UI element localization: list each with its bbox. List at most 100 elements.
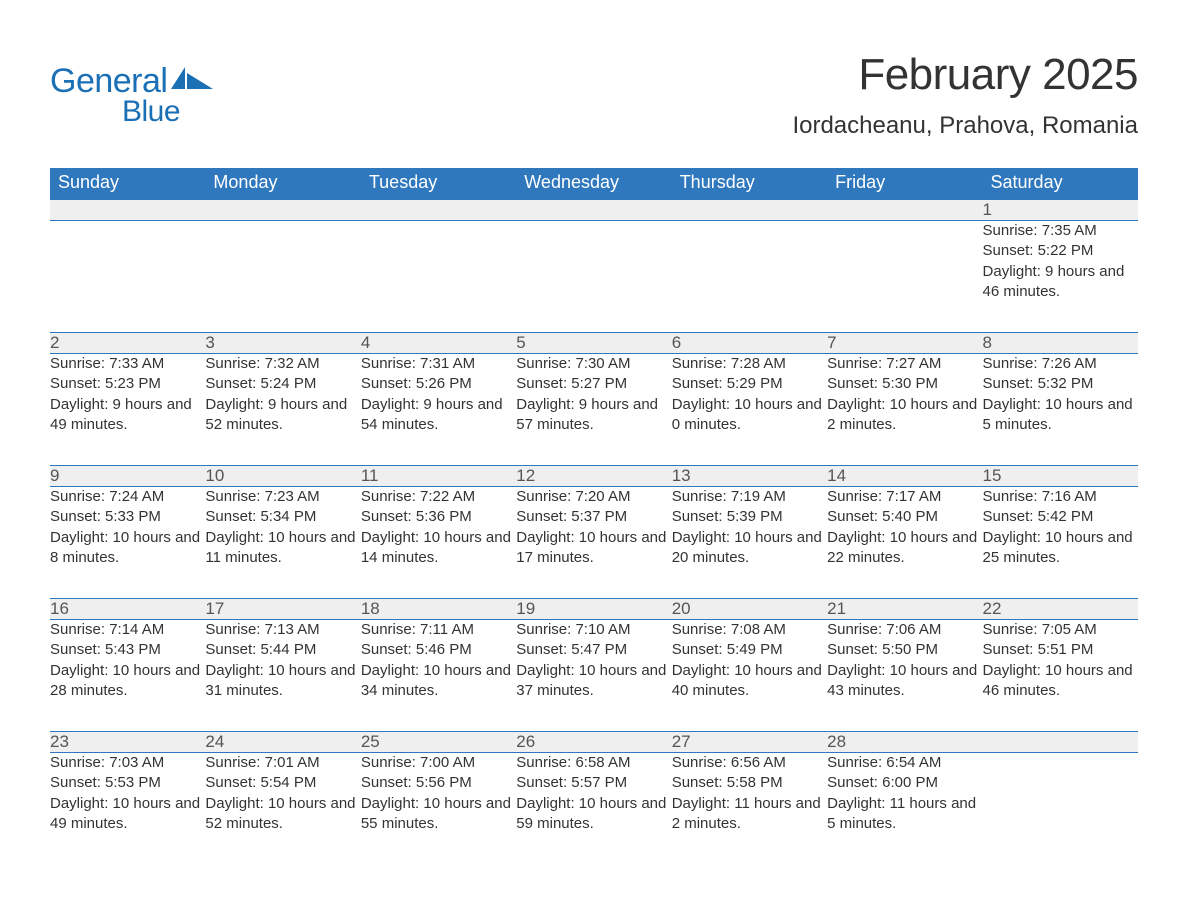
day-details-cell: Sunrise: 7:19 AMSunset: 5:39 PMDaylight:…	[672, 487, 827, 599]
weekday-header: Wednesday	[516, 168, 671, 200]
day-number-cell: 17	[205, 599, 360, 620]
calendar-table: SundayMondayTuesdayWednesdayThursdayFrid…	[50, 168, 1138, 849]
sunset-text: Sunset: 5:47 PM	[516, 640, 671, 660]
day-details-cell: Sunrise: 7:33 AMSunset: 5:23 PMDaylight:…	[50, 354, 205, 466]
sunset-text: Sunset: 5:58 PM	[672, 773, 827, 793]
day-details-cell	[516, 221, 671, 333]
brand-word-2: Blue	[122, 95, 213, 129]
daylight-text: Daylight: 9 hours and 49 minutes.	[50, 395, 205, 436]
day-number-cell	[672, 200, 827, 221]
day-details-cell: Sunrise: 7:17 AMSunset: 5:40 PMDaylight:…	[827, 487, 982, 599]
day-number-cell	[516, 200, 671, 221]
sunrise-text: Sunrise: 7:24 AM	[50, 487, 205, 507]
daylight-text: Daylight: 10 hours and 11 minutes.	[205, 528, 360, 569]
day-details-cell: Sunrise: 7:32 AMSunset: 5:24 PMDaylight:…	[205, 354, 360, 466]
daylight-text: Daylight: 10 hours and 0 minutes.	[672, 395, 827, 436]
sunset-text: Sunset: 5:32 PM	[983, 374, 1138, 394]
sunset-text: Sunset: 5:43 PM	[50, 640, 205, 660]
sunset-text: Sunset: 5:51 PM	[983, 640, 1138, 660]
sunset-text: Sunset: 5:26 PM	[361, 374, 516, 394]
day-number-cell	[827, 200, 982, 221]
sunset-text: Sunset: 5:44 PM	[205, 640, 360, 660]
day-number-cell: 23	[50, 732, 205, 753]
day-number-cell: 3	[205, 333, 360, 354]
location-subtitle: Iordacheanu, Prahova, Romania	[792, 112, 1138, 140]
day-details-cell: Sunrise: 7:26 AMSunset: 5:32 PMDaylight:…	[983, 354, 1138, 466]
weekday-header: Thursday	[672, 168, 827, 200]
sunset-text: Sunset: 5:56 PM	[361, 773, 516, 793]
sunset-text: Sunset: 5:53 PM	[50, 773, 205, 793]
day-details-cell: Sunrise: 7:11 AMSunset: 5:46 PMDaylight:…	[361, 620, 516, 732]
day-details-cell	[205, 221, 360, 333]
weekday-header: Tuesday	[361, 168, 516, 200]
day-details-cell	[672, 221, 827, 333]
day-details-cell: Sunrise: 7:22 AMSunset: 5:36 PMDaylight:…	[361, 487, 516, 599]
daylight-text: Daylight: 10 hours and 17 minutes.	[516, 528, 671, 569]
sunset-text: Sunset: 5:54 PM	[205, 773, 360, 793]
day-details-cell: Sunrise: 7:35 AMSunset: 5:22 PMDaylight:…	[983, 221, 1138, 333]
sunrise-text: Sunrise: 7:33 AM	[50, 354, 205, 374]
calendar-daynum-row: 9101112131415	[50, 466, 1138, 487]
sunrise-text: Sunrise: 7:05 AM	[983, 620, 1138, 640]
day-details-cell: Sunrise: 6:54 AMSunset: 6:00 PMDaylight:…	[827, 753, 982, 849]
day-details-cell: Sunrise: 7:30 AMSunset: 5:27 PMDaylight:…	[516, 354, 671, 466]
day-number-cell: 26	[516, 732, 671, 753]
day-number-cell	[50, 200, 205, 221]
day-details-cell: Sunrise: 7:01 AMSunset: 5:54 PMDaylight:…	[205, 753, 360, 849]
daylight-text: Daylight: 11 hours and 2 minutes.	[672, 794, 827, 835]
day-number-cell: 20	[672, 599, 827, 620]
day-number-cell: 25	[361, 732, 516, 753]
day-details-cell: Sunrise: 6:56 AMSunset: 5:58 PMDaylight:…	[672, 753, 827, 849]
day-number-cell	[361, 200, 516, 221]
sunset-text: Sunset: 5:46 PM	[361, 640, 516, 660]
day-number-cell: 4	[361, 333, 516, 354]
daylight-text: Daylight: 9 hours and 57 minutes.	[516, 395, 671, 436]
sunrise-text: Sunrise: 7:16 AM	[983, 487, 1138, 507]
sunrise-text: Sunrise: 7:20 AM	[516, 487, 671, 507]
calendar-details-row: Sunrise: 7:35 AMSunset: 5:22 PMDaylight:…	[50, 221, 1138, 333]
daylight-text: Daylight: 10 hours and 55 minutes.	[361, 794, 516, 835]
sunset-text: Sunset: 5:30 PM	[827, 374, 982, 394]
daylight-text: Daylight: 11 hours and 5 minutes.	[827, 794, 982, 835]
day-number-cell: 21	[827, 599, 982, 620]
daylight-text: Daylight: 10 hours and 22 minutes.	[827, 528, 982, 569]
daylight-text: Daylight: 9 hours and 52 minutes.	[205, 395, 360, 436]
day-details-cell: Sunrise: 7:08 AMSunset: 5:49 PMDaylight:…	[672, 620, 827, 732]
day-details-cell: Sunrise: 7:20 AMSunset: 5:37 PMDaylight:…	[516, 487, 671, 599]
day-details-cell: Sunrise: 7:05 AMSunset: 5:51 PMDaylight:…	[983, 620, 1138, 732]
page-header: General Blue February 2025 Iordacheanu, …	[50, 50, 1138, 140]
sunrise-text: Sunrise: 7:06 AM	[827, 620, 982, 640]
daylight-text: Daylight: 10 hours and 8 minutes.	[50, 528, 205, 569]
day-number-cell	[983, 732, 1138, 753]
sunrise-text: Sunrise: 7:27 AM	[827, 354, 982, 374]
sunrise-text: Sunrise: 7:23 AM	[205, 487, 360, 507]
daylight-text: Daylight: 9 hours and 54 minutes.	[361, 395, 516, 436]
weekday-header: Friday	[827, 168, 982, 200]
sunrise-text: Sunrise: 7:26 AM	[983, 354, 1138, 374]
calendar-details-row: Sunrise: 7:24 AMSunset: 5:33 PMDaylight:…	[50, 487, 1138, 599]
sunset-text: Sunset: 6:00 PM	[827, 773, 982, 793]
sunset-text: Sunset: 5:24 PM	[205, 374, 360, 394]
day-details-cell: Sunrise: 7:13 AMSunset: 5:44 PMDaylight:…	[205, 620, 360, 732]
sunset-text: Sunset: 5:40 PM	[827, 507, 982, 527]
sunrise-text: Sunrise: 7:08 AM	[672, 620, 827, 640]
daylight-text: Daylight: 10 hours and 40 minutes.	[672, 661, 827, 702]
sunrise-text: Sunrise: 7:01 AM	[205, 753, 360, 773]
calendar-details-row: Sunrise: 7:14 AMSunset: 5:43 PMDaylight:…	[50, 620, 1138, 732]
calendar-daynum-row: 1	[50, 200, 1138, 221]
day-number-cell: 6	[672, 333, 827, 354]
calendar-daynum-row: 2345678	[50, 333, 1138, 354]
sunset-text: Sunset: 5:42 PM	[983, 507, 1138, 527]
day-number-cell: 10	[205, 466, 360, 487]
sunrise-text: Sunrise: 7:35 AM	[983, 221, 1138, 241]
brand-logo: General Blue	[50, 62, 213, 129]
sunrise-text: Sunrise: 7:00 AM	[361, 753, 516, 773]
day-details-cell: Sunrise: 7:06 AMSunset: 5:50 PMDaylight:…	[827, 620, 982, 732]
sunrise-text: Sunrise: 6:54 AM	[827, 753, 982, 773]
calendar-daynum-row: 232425262728	[50, 732, 1138, 753]
day-details-cell: Sunrise: 7:28 AMSunset: 5:29 PMDaylight:…	[672, 354, 827, 466]
daylight-text: Daylight: 10 hours and 25 minutes.	[983, 528, 1138, 569]
weekday-header: Sunday	[50, 168, 205, 200]
sunset-text: Sunset: 5:23 PM	[50, 374, 205, 394]
day-details-cell: Sunrise: 6:58 AMSunset: 5:57 PMDaylight:…	[516, 753, 671, 849]
